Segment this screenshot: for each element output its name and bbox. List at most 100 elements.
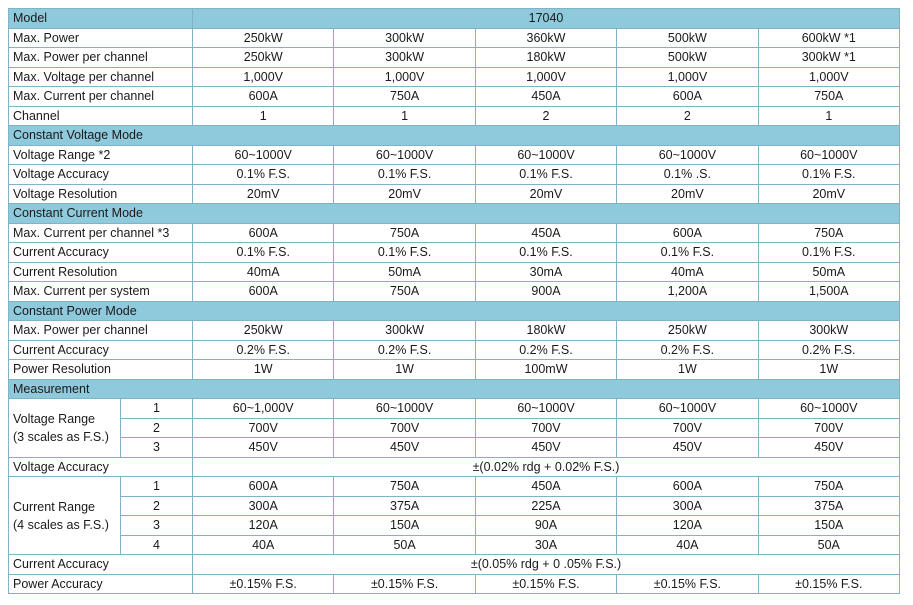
- scale-index: 2: [119, 495, 194, 516]
- value-cell: 750A: [757, 86, 901, 107]
- value-cell: 450V: [192, 437, 335, 458]
- value-cell: 600A: [192, 86, 335, 107]
- value-cell: 20mV: [616, 183, 759, 204]
- section-title: Measurement: [8, 378, 900, 399]
- value-cell: 700V: [333, 417, 476, 438]
- value-cell: 750A: [333, 86, 476, 107]
- row-label: Power Accuracy: [7, 573, 194, 594]
- value-cell: 60~1000V: [757, 398, 901, 419]
- value-cell: 900A: [474, 281, 618, 302]
- spec-row: Max. Power per channel 250kW 300kW 180kW 250…: [7, 320, 901, 341]
- section-header: Measurement: [8, 378, 900, 399]
- value-cell: ±0.15% F.S.: [616, 573, 759, 594]
- spec-row: Voltage Accuracy ±(0.02% rdg + 0.02% F.S.…: [7, 456, 900, 477]
- spec-row: Voltage Range *2 60~1000V 60~1000V 60~1000V…: [7, 144, 901, 165]
- value-cell: ±0.15% F.S.: [192, 573, 335, 594]
- row-label: Max. Current per channel: [7, 86, 194, 107]
- section-header: Constant Voltage Mode: [8, 125, 900, 146]
- value-cell: 300kW: [757, 320, 901, 341]
- value-cell: 750A: [333, 281, 476, 302]
- value-cell: 1: [757, 105, 901, 126]
- spec-row: Max. Current per system 600A 750A 900A 1,200…: [7, 281, 901, 302]
- model-label: Model: [7, 8, 194, 29]
- value-cell: 250kW: [192, 27, 335, 48]
- range-row: 2 700V 700V 700V 700V 700V: [9, 417, 901, 438]
- spec-row: Voltage Resolution 20mV 20mV 20mV 20mV 20mV: [7, 183, 901, 204]
- current-range-label: Current Range (4 scales as F.S.): [8, 476, 121, 555]
- row-label: Voltage Accuracy: [7, 164, 194, 185]
- row-label: Voltage Accuracy: [7, 456, 194, 477]
- value-cell: 750A: [333, 476, 476, 497]
- value-cell: 1: [333, 105, 476, 126]
- value-cell: 50mA: [333, 261, 476, 282]
- row-label: Power Resolution: [7, 359, 194, 380]
- range-row: Voltage Range (3 scales as F.S.) 1 60~1,000…: [8, 398, 901, 458]
- value-cell: 300kW: [333, 320, 476, 341]
- scale-index: 1: [119, 476, 194, 497]
- value-cell: 60~1000V: [616, 144, 759, 165]
- spec-row: Power Accuracy ±0.15% F.S. ±0.15% F.S. ±0.1…: [7, 573, 901, 594]
- value-cell: 750A: [333, 222, 476, 243]
- value-cell: 750A: [757, 222, 901, 243]
- spec-table: Model 17040 Max. Power 250kW 300kW 360kW 500kW…: [7, 8, 901, 594]
- range-row: 3 450V 450V 450V 450V 450V: [9, 437, 901, 458]
- value-cell: 600A: [616, 86, 759, 107]
- value-cell: 450A: [474, 86, 618, 107]
- value-cell: 20mV: [757, 183, 901, 204]
- value-cell: 0.2% F.S.: [192, 339, 335, 360]
- value-cell: 0.1% F.S.: [192, 242, 335, 263]
- value-cell: 0.2% F.S.: [474, 339, 618, 360]
- value-cell: 0.1% F.S.: [333, 164, 476, 185]
- value-cell: 60~1000V: [616, 398, 759, 419]
- merged-value-cell: ±(0.05% rdg + 0 .05% F.S.): [192, 554, 900, 575]
- value-cell: ±0.15% F.S.: [333, 573, 476, 594]
- section-header: Constant Current Mode: [8, 203, 900, 224]
- value-cell: 300kW: [333, 47, 476, 68]
- row-label: Voltage Resolution: [7, 183, 194, 204]
- scale-index: 1: [119, 398, 194, 419]
- value-cell: 600A: [192, 476, 335, 497]
- label-line: Current Range: [13, 499, 95, 514]
- row-label: Max. Power per channel: [7, 320, 194, 341]
- value-cell: 20mV: [474, 183, 618, 204]
- value-cell: 1,000V: [192, 66, 335, 87]
- value-cell: 0.1% .S.: [616, 164, 759, 185]
- spec-row: Max. Current per channel 600A 750A 450A 600A…: [7, 86, 901, 107]
- voltage-range-label: Voltage Range (3 scales as F.S.): [8, 398, 121, 458]
- label-line: (3 scales as F.S.): [13, 429, 109, 444]
- value-cell: 2: [616, 105, 759, 126]
- value-cell: 60~1000V: [333, 144, 476, 165]
- scale-index: 4: [119, 534, 194, 555]
- row-label: Current Accuracy: [7, 339, 194, 360]
- value-cell: 375A: [757, 495, 901, 516]
- scale-index: 2: [119, 417, 194, 438]
- header-row: Model 17040: [7, 8, 900, 29]
- value-cell: 700V: [616, 417, 759, 438]
- value-cell: 0.2% F.S.: [757, 339, 901, 360]
- value-cell: 600A: [616, 222, 759, 243]
- value-cell: 700V: [192, 417, 335, 438]
- value-cell: 450V: [474, 437, 618, 458]
- value-cell: 0.1% F.S.: [757, 164, 901, 185]
- range-row: Current Range (4 scales as F.S.) 1 600A 750A…: [8, 476, 901, 555]
- value-cell: ±0.15% F.S.: [757, 573, 901, 594]
- value-cell: 600A: [616, 476, 759, 497]
- row-label: Max. Power: [7, 27, 194, 48]
- value-cell: 1,200A: [616, 281, 759, 302]
- value-cell: 1,000V: [616, 66, 759, 87]
- value-cell: 50A: [333, 534, 476, 555]
- value-cell: 0.2% F.S.: [333, 339, 476, 360]
- value-cell: 500kW: [616, 27, 759, 48]
- value-cell: 2: [474, 105, 618, 126]
- value-cell: 600A: [192, 281, 335, 302]
- section-title: Constant Voltage Mode: [8, 125, 900, 146]
- value-cell: 750A: [757, 476, 901, 497]
- value-cell: 180kW: [474, 320, 618, 341]
- value-cell: ±0.15% F.S.: [474, 573, 618, 594]
- spec-row: Max. Power 250kW 300kW 360kW 500kW 600kW *1: [7, 27, 901, 48]
- value-cell: 1,000V: [474, 66, 618, 87]
- value-cell: 20mV: [333, 183, 476, 204]
- value-cell: 600kW *1: [757, 27, 901, 48]
- row-label: Voltage Range *2: [7, 144, 194, 165]
- section-title: Constant Current Mode: [8, 203, 900, 224]
